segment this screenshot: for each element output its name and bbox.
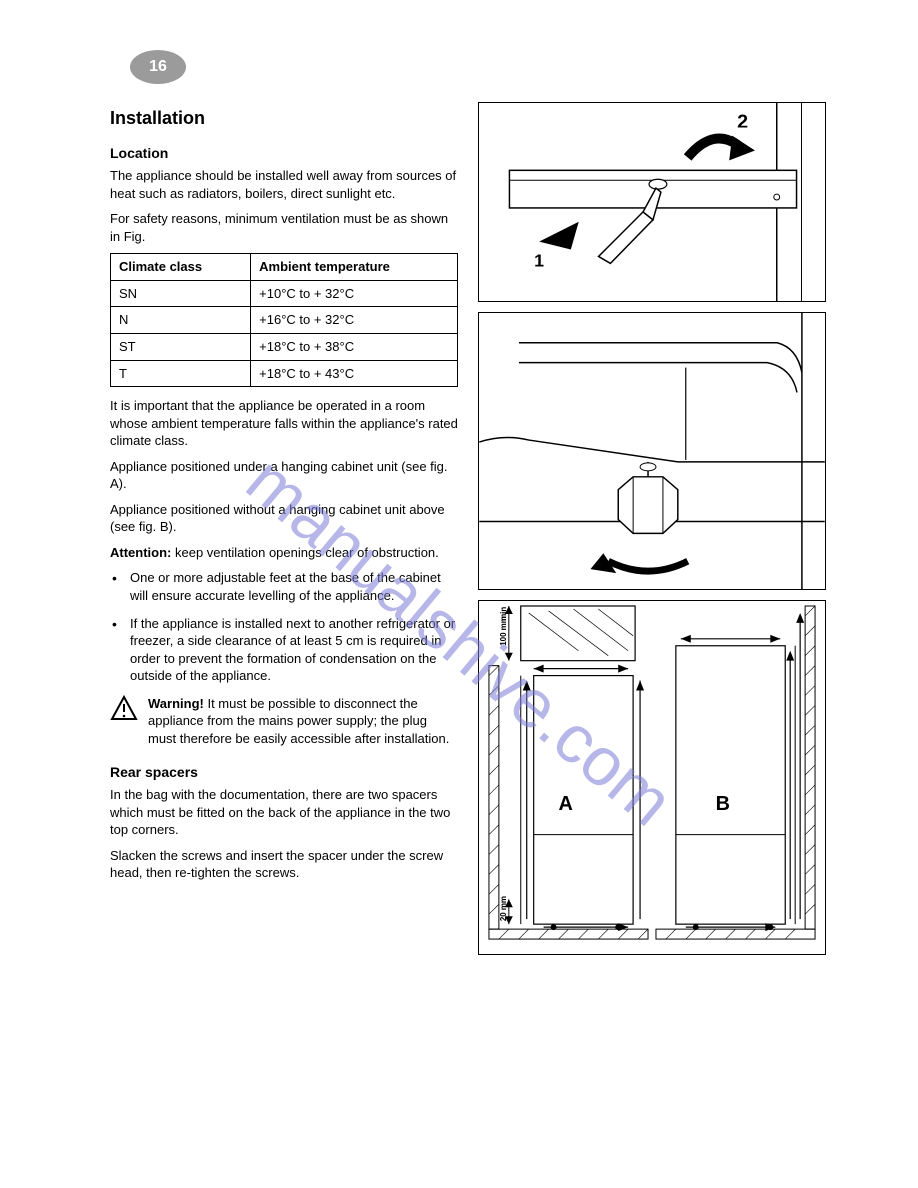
intro-paragraph: The appliance should be installed well a…: [110, 167, 458, 202]
attention-text: keep ventilation openings clear of obstr…: [171, 545, 438, 560]
callout-2-label: 2: [737, 111, 748, 133]
table-row: ST +18°C to + 38°C: [111, 334, 458, 361]
shelf-p1: In the bag with the documentation, there…: [110, 786, 458, 839]
figure-spacer: 1 2: [478, 102, 826, 302]
check-paragraph: It is important that the appliance be op…: [110, 397, 458, 450]
td-class: N: [111, 307, 251, 334]
figure-ventilation: 100 mm min 20 mm: [478, 600, 826, 955]
spacer-diagram-icon: 1 2: [479, 103, 825, 301]
right-column: 1 2: [478, 102, 826, 965]
attention-paragraph: Attention: keep ventilation openings cle…: [110, 544, 458, 562]
ventilation-diagram-icon: 100 mm min 20 mm: [479, 601, 825, 954]
warning-label: Warning!: [148, 696, 204, 711]
td-temp: +18°C to + 38°C: [251, 334, 458, 361]
warning-paragraph: Warning! It must be possible to disconne…: [148, 695, 458, 748]
th-class: Climate class: [111, 254, 251, 281]
page-number-badge: 16: [130, 50, 186, 84]
position-a-paragraph: Appliance positioned under a hanging cab…: [110, 458, 458, 493]
location-title: Location: [110, 144, 458, 163]
climate-table: Climate class Ambient temperature SN +10…: [110, 253, 458, 387]
shelf-p2: Slacken the screws and insert the spacer…: [110, 847, 458, 882]
installation-title: Installation: [110, 106, 458, 130]
figure-label-a: A: [559, 793, 573, 815]
td-class: T: [111, 360, 251, 387]
table-row: Climate class Ambient temperature: [111, 254, 458, 281]
left-column: Installation Location The appliance shou…: [110, 102, 458, 965]
td-temp: +16°C to + 32°C: [251, 307, 458, 334]
climate-paragraph: For safety reasons, minimum ventilation …: [110, 210, 458, 245]
table-row: SN +10°C to + 32°C: [111, 280, 458, 307]
page-root: 16 Installation Location The appliance s…: [0, 0, 918, 1005]
svg-text:min: min: [499, 607, 508, 621]
warning-triangle-icon: [110, 695, 138, 726]
position-b-paragraph: Appliance positioned without a hanging c…: [110, 501, 458, 536]
td-temp: +10°C to + 32°C: [251, 280, 458, 307]
warning-block: Warning! It must be possible to disconne…: [110, 695, 458, 748]
table-row: T +18°C to + 43°C: [111, 360, 458, 387]
callout-1-label: 1: [534, 250, 544, 270]
table-row: N +16°C to + 32°C: [111, 307, 458, 334]
page-number: 16: [149, 56, 167, 78]
list-item: One or more adjustable feet at the base …: [130, 569, 458, 604]
list-item: If the appliance is installed next to an…: [130, 615, 458, 685]
bullet-list: One or more adjustable feet at the base …: [110, 569, 458, 684]
leveling-foot-icon: [479, 313, 825, 589]
td-class: SN: [111, 280, 251, 307]
rear-spacers-title: Rear spacers: [110, 763, 458, 782]
th-temp: Ambient temperature: [251, 254, 458, 281]
two-column-layout: Installation Location The appliance shou…: [110, 102, 828, 965]
figure-leveling-foot: [478, 312, 826, 590]
td-class: ST: [111, 334, 251, 361]
td-temp: +18°C to + 43°C: [251, 360, 458, 387]
figure-label-b: B: [716, 793, 730, 815]
attention-label: Attention:: [110, 545, 171, 560]
dim-20mm: 20 mm: [499, 896, 508, 921]
